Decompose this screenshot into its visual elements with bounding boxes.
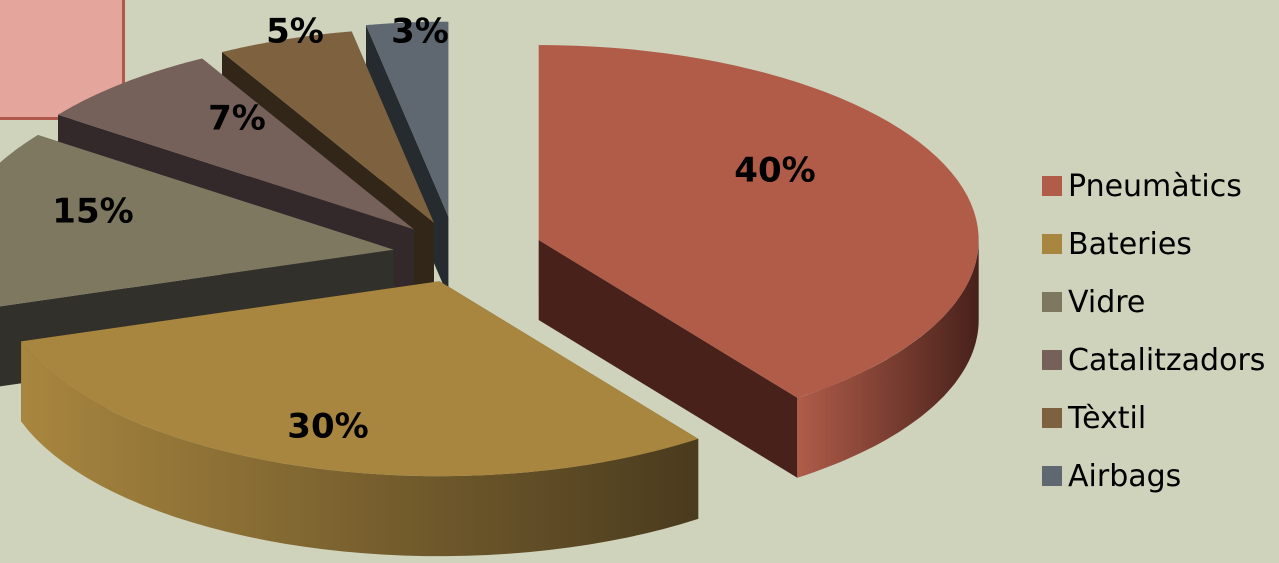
data-label-pneumàtics: 40% bbox=[734, 151, 815, 191]
pie-slice-pneumàtics bbox=[538, 45, 979, 478]
legend-swatch bbox=[1042, 466, 1062, 486]
legend-label: Tèxtil bbox=[1068, 400, 1147, 436]
pie-slice-bateries bbox=[21, 281, 699, 557]
legend-label: Catalitzadors bbox=[1068, 342, 1266, 378]
data-label-bateries: 30% bbox=[287, 407, 368, 447]
legend-swatch bbox=[1042, 234, 1062, 254]
slice-rim bbox=[21, 341, 699, 557]
data-label-catalitzadors: 7% bbox=[208, 99, 266, 139]
pie-chart: 40% 30% 15% 7% 5% 3% bbox=[0, 12, 979, 557]
legend-item-catalitzadors: Catalitzadors bbox=[1042, 331, 1265, 389]
legend-label: Airbags bbox=[1068, 458, 1182, 494]
legend-item-vidre: Vidre bbox=[1042, 273, 1265, 331]
slice-wall bbox=[538, 240, 798, 478]
slice-top bbox=[21, 281, 699, 477]
legend-label: Vidre bbox=[1068, 284, 1146, 320]
callout-box bbox=[0, 0, 125, 120]
legend-item-pneumàtics: Pneumàtics bbox=[1042, 157, 1265, 215]
slice-top bbox=[222, 31, 434, 223]
slice-top bbox=[0, 135, 394, 307]
legend-swatch bbox=[1042, 408, 1062, 428]
legend-item-tèxtil: Tèxtil bbox=[1042, 389, 1265, 447]
slice-top bbox=[58, 58, 414, 230]
data-label-tèxtil: 5% bbox=[266, 12, 324, 52]
legend-label: Bateries bbox=[1068, 226, 1192, 262]
chart-legend: Pneumàtics Bateries Vidre Catalitzadors Tèxt… bbox=[1042, 157, 1265, 505]
data-label-vidre: 15% bbox=[52, 192, 133, 232]
slice-top bbox=[366, 21, 449, 217]
legend-item-bateries: Bateries bbox=[1042, 215, 1265, 273]
legend-swatch bbox=[1042, 292, 1062, 312]
legend-swatch bbox=[1042, 350, 1062, 370]
legend-label: Pneumàtics bbox=[1068, 168, 1242, 204]
data-label-airbags: 3% bbox=[391, 12, 449, 52]
legend-item-airbags: Airbags bbox=[1042, 447, 1265, 505]
slice-top bbox=[538, 45, 979, 398]
slice-rim bbox=[797, 240, 979, 478]
legend-swatch bbox=[1042, 176, 1062, 196]
